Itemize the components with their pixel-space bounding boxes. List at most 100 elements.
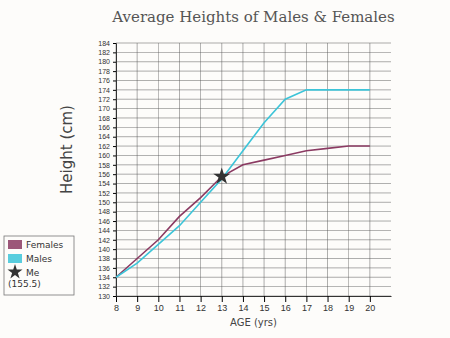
y-tick-mark bbox=[113, 221, 116, 222]
x-tick-mark bbox=[370, 296, 371, 302]
legend-label: Me(155.5) bbox=[8, 268, 41, 289]
y-tick: 146 bbox=[98, 218, 116, 225]
x-tick-label: 13 bbox=[217, 303, 227, 313]
y-tick: 178 bbox=[98, 68, 116, 75]
y-tick-label: 132 bbox=[98, 283, 110, 290]
legend-frame bbox=[4, 236, 74, 295]
grid-line bbox=[116, 296, 391, 297]
x-tick: 20 bbox=[365, 296, 375, 313]
y-tick-mark bbox=[113, 184, 116, 185]
x-tick-mark bbox=[328, 296, 329, 302]
y-tick: 174 bbox=[98, 87, 116, 94]
grid-line bbox=[158, 43, 159, 296]
y-tick: 150 bbox=[98, 199, 116, 206]
grid-line bbox=[116, 99, 391, 100]
y-tick-label: 142 bbox=[98, 237, 110, 244]
legend: Females Males Me(155.5) bbox=[4, 236, 74, 295]
legend-label: Females bbox=[26, 240, 64, 250]
legend-item: Males bbox=[8, 254, 52, 264]
y-tick-label: 154 bbox=[98, 180, 110, 187]
grid-line bbox=[116, 258, 391, 259]
grid-line bbox=[116, 155, 391, 156]
grid-line bbox=[116, 61, 391, 62]
grid-line bbox=[116, 249, 391, 250]
y-tick-mark bbox=[113, 155, 116, 156]
y-axis-line bbox=[113, 44, 117, 297]
y-tick-label: 160 bbox=[98, 152, 110, 159]
y-tick-label: 136 bbox=[98, 265, 110, 272]
legend-label: Males bbox=[26, 254, 52, 264]
x-tick: 9 bbox=[135, 296, 140, 313]
y-tick-label: 176 bbox=[98, 77, 110, 84]
grid-line bbox=[116, 277, 391, 278]
grid bbox=[116, 43, 391, 296]
y-tick-label: 158 bbox=[98, 162, 110, 169]
x-tick-label: 9 bbox=[135, 303, 140, 313]
y-axis-title: Height (cm) bbox=[58, 105, 76, 194]
grid-line bbox=[116, 211, 391, 212]
y-tick-label: 150 bbox=[98, 199, 110, 206]
x-tick: 17 bbox=[302, 296, 312, 313]
y-tick-mark bbox=[113, 43, 116, 44]
x-tick-label: 17 bbox=[302, 303, 312, 313]
x-axis: 891011121314151617181920 bbox=[114, 296, 392, 313]
x-tick: 14 bbox=[238, 296, 248, 313]
x-tick: 16 bbox=[281, 296, 291, 313]
y-tick-mark bbox=[113, 249, 116, 250]
grid-line bbox=[369, 43, 370, 296]
x-tick-mark bbox=[264, 296, 265, 302]
grid-line bbox=[116, 52, 391, 53]
y-tick: 166 bbox=[98, 124, 116, 131]
y-tick: 154 bbox=[98, 180, 116, 187]
grid-line bbox=[116, 230, 391, 231]
y-tick-label: 170 bbox=[98, 105, 110, 112]
y-tick-label: 156 bbox=[98, 171, 110, 178]
x-tick-mark bbox=[179, 296, 180, 302]
grid-line bbox=[116, 117, 391, 118]
y-tick-mark bbox=[113, 202, 116, 203]
x-tick: 10 bbox=[154, 296, 164, 313]
legend-item: Females bbox=[8, 240, 64, 250]
y-tick-mark bbox=[113, 90, 116, 91]
grid-line bbox=[179, 43, 180, 296]
y-tick-label: 146 bbox=[98, 218, 110, 225]
y-tick-mark bbox=[113, 165, 116, 166]
y-tick-label: 180 bbox=[98, 58, 110, 65]
y-tick: 180 bbox=[98, 58, 116, 65]
x-tick-mark bbox=[243, 296, 244, 302]
grid-line bbox=[116, 286, 391, 287]
x-tick-label: 14 bbox=[238, 303, 248, 313]
y-tick-label: 162 bbox=[98, 143, 110, 150]
x-tick-label: 11 bbox=[175, 303, 184, 313]
series-line bbox=[116, 90, 370, 277]
y-tick: 130 bbox=[98, 293, 116, 300]
x-tick-label: 15 bbox=[260, 303, 270, 313]
y-tick-label: 152 bbox=[98, 190, 110, 197]
y-tick: 152 bbox=[98, 190, 116, 197]
y-tick: 158 bbox=[98, 162, 116, 169]
y-tick-label: 140 bbox=[98, 246, 110, 253]
grid-line bbox=[116, 127, 391, 128]
x-tick-label: 19 bbox=[344, 303, 354, 313]
x-tick: 18 bbox=[323, 296, 333, 313]
y-tick-label: 138 bbox=[98, 255, 110, 262]
grid-line bbox=[116, 221, 391, 222]
y-tick-mark bbox=[113, 240, 116, 241]
grid-line bbox=[116, 80, 391, 81]
y-tick: 176 bbox=[98, 77, 116, 84]
y-tick: 138 bbox=[98, 255, 116, 262]
x-axis-title: AGE (yrs) bbox=[230, 317, 277, 328]
grid-line bbox=[242, 43, 243, 296]
y-tick-label: 172 bbox=[98, 96, 110, 103]
grid-line bbox=[116, 202, 391, 203]
x-tick: 8 bbox=[114, 296, 119, 313]
grid-line bbox=[116, 43, 391, 44]
y-tick-label: 164 bbox=[98, 133, 110, 140]
x-tick: 11 bbox=[175, 296, 184, 313]
y-tick-label: 174 bbox=[98, 87, 110, 94]
grid-line bbox=[116, 71, 391, 72]
grid-line bbox=[306, 43, 307, 296]
y-tick-mark bbox=[113, 296, 116, 297]
y-tick-label: 178 bbox=[98, 68, 110, 75]
y-axis: 1301321341361381401421441461481501521541… bbox=[98, 40, 116, 300]
